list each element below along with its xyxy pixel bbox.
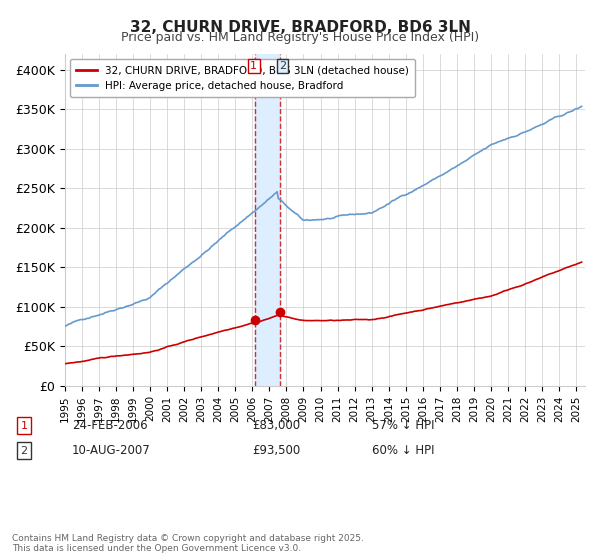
Bar	[254, 54, 280, 386]
Text: 10-AUG-2007: 10-AUG-2007	[72, 444, 151, 458]
Text: Contains HM Land Registry data © Crown copyright and database right 2025.
This d: Contains HM Land Registry data © Crown c…	[12, 534, 364, 553]
Text: £93,500: £93,500	[252, 444, 300, 458]
Text: Price paid vs. HM Land Registry's House Price Index (HPI): Price paid vs. HM Land Registry's House …	[121, 31, 479, 44]
Text: 1: 1	[20, 421, 28, 431]
Text: 32, CHURN DRIVE, BRADFORD, BD6 3LN: 32, CHURN DRIVE, BRADFORD, BD6 3LN	[130, 20, 470, 35]
Legend: 32, CHURN DRIVE, BRADFORD, BD6 3LN (detached house), HPI: Average price, detache: 32, CHURN DRIVE, BRADFORD, BD6 3LN (deta…	[70, 59, 415, 97]
Text: £83,000: £83,000	[252, 419, 300, 432]
Text: 2: 2	[279, 61, 286, 71]
Text: 2: 2	[20, 446, 28, 456]
Text: 60% ↓ HPI: 60% ↓ HPI	[372, 444, 434, 458]
Text: 24-FEB-2006: 24-FEB-2006	[72, 419, 148, 432]
Text: 1: 1	[250, 61, 257, 71]
Text: 57% ↓ HPI: 57% ↓ HPI	[372, 419, 434, 432]
